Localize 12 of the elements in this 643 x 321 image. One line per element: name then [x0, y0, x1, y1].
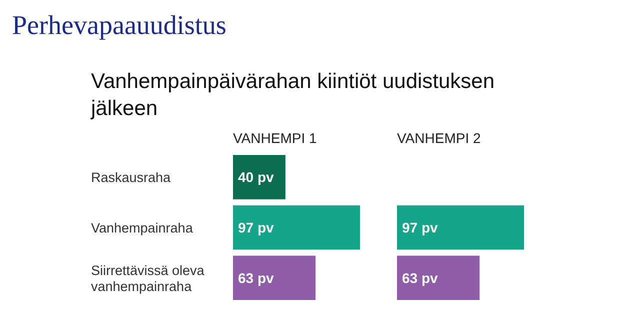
data-label: 63 pv — [402, 270, 438, 286]
y-tick-label: Vanhempainraha — [91, 220, 194, 236]
text: VANHEMPI 2 — [397, 130, 481, 146]
text: VANHEMPI 1 — [233, 130, 317, 146]
data-label: 97 pv — [238, 220, 274, 236]
chart-subtitle: Vanhempainpäivärahan kiintiöt uudistuksen jälkeen — [90, 70, 495, 120]
data-label: 63 pv — [238, 270, 274, 286]
y-tick-label: Raskausraha — [91, 170, 172, 186]
data-label: 40 pv — [238, 169, 274, 186]
y-tick-label: Siirrettävissä oleva vanhempainraha — [91, 262, 205, 294]
data-label: 97 pv — [402, 220, 438, 236]
chart-title: Perhevapaauudistus — [12, 10, 226, 40]
